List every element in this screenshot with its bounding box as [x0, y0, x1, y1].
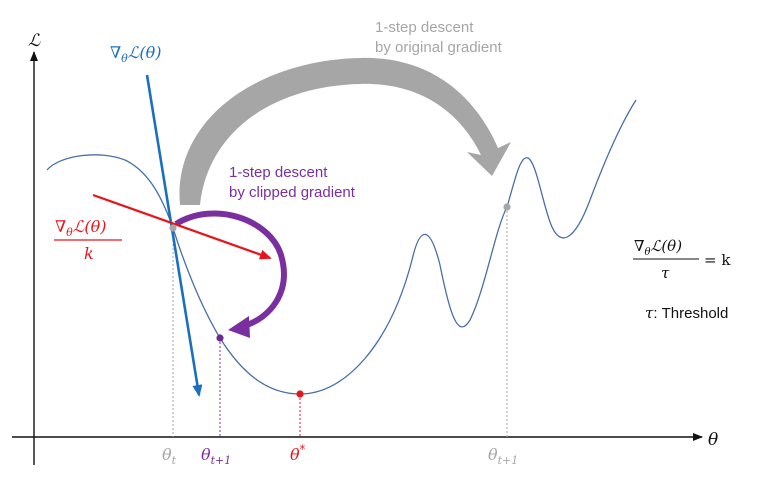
original-descent-line1: 1-step descent	[375, 19, 474, 36]
x-axis-label: θ	[708, 430, 718, 450]
theta-t1-clipped-point	[216, 334, 224, 342]
threshold-equation: ∇θℒ(θ) τ = k	[633, 237, 731, 282]
theta-t-point	[169, 224, 177, 232]
clipped-descent-arc	[174, 210, 287, 329]
tick-theta-t: θt	[162, 445, 177, 467]
clipped-gradient-line	[92, 193, 272, 260]
loss-curve	[46, 99, 637, 395]
clipped-descent-line2: by clipped gradient	[229, 184, 356, 201]
original-descent-arc	[179, 57, 511, 205]
svg-text:∇θℒ(θ): ∇θℒ(θ)	[634, 237, 682, 258]
tick-theta-star: θ*	[290, 443, 306, 464]
tick-theta-t1-original: θt+1	[488, 445, 518, 467]
svg-text:k: k	[84, 244, 94, 263]
svg-text:= k: = k	[704, 251, 731, 269]
clipped-fraction-label: ∇θℒ(θ) k	[54, 217, 122, 263]
threshold-label: τ: Threshold	[645, 304, 728, 322]
svg-text:τ: τ	[661, 264, 670, 282]
theta-star-point	[296, 390, 304, 398]
gradient-label: ∇θℒ(θ)	[110, 43, 161, 65]
y-axis-label: ℒ	[28, 31, 41, 51]
original-descent-line2: by original gradient	[375, 39, 503, 56]
clipped-descent-arrowhead	[228, 316, 250, 338]
tick-theta-t1-clipped: θt+1	[201, 445, 231, 467]
svg-text:∇θℒ(θ): ∇θℒ(θ)	[55, 217, 106, 239]
clipped-descent-line1: 1-step descent	[229, 164, 328, 181]
theta-t1-original-point	[503, 203, 511, 211]
gradient-line	[145, 74, 203, 397]
